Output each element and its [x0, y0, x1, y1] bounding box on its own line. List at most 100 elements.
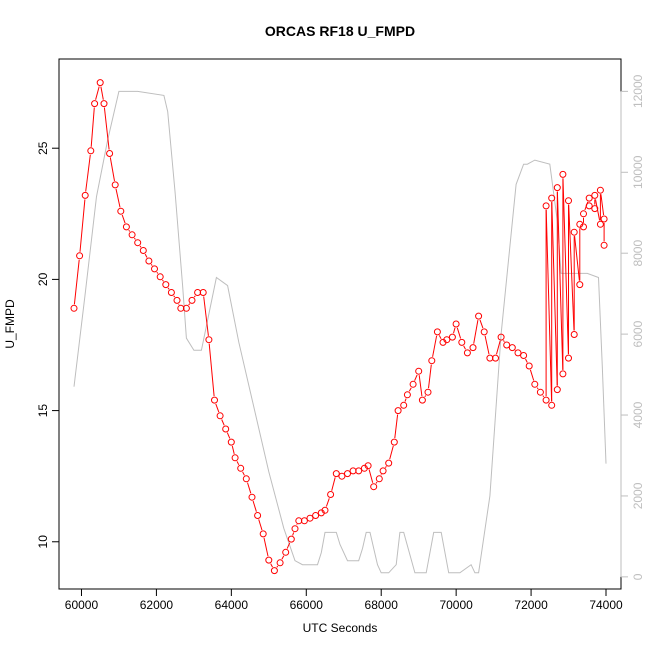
red-data-point [559, 370, 567, 378]
red-data-point [287, 535, 295, 543]
red-data-point [364, 462, 372, 470]
red-series-segment [428, 364, 432, 389]
red-data-point [458, 338, 466, 346]
red-data-point [306, 514, 314, 522]
red-data-point [312, 512, 320, 519]
red-data-point [591, 205, 599, 213]
red-data-point [87, 147, 95, 155]
red-data-point [205, 336, 213, 344]
red-data-point [525, 362, 533, 370]
y2-tick-label: 2000 [631, 482, 645, 509]
red-series-segment [292, 532, 295, 536]
red-series-segment [236, 461, 240, 466]
red-data-point [338, 472, 346, 480]
red-data-point [321, 506, 329, 514]
red-series-segment [188, 303, 191, 306]
red-series-segment [562, 178, 569, 355]
red-data-point [188, 296, 196, 304]
red-series-segment [85, 154, 91, 192]
red-series-segment [252, 500, 257, 512]
red-data-point [355, 467, 363, 475]
red-data-point [580, 223, 587, 231]
red-data-point [162, 281, 170, 289]
red-series-segment [496, 340, 501, 355]
red-data-point [211, 396, 218, 404]
red-data-point [259, 530, 267, 538]
red-series-segment [128, 229, 131, 232]
red-series-segment [525, 358, 528, 363]
red-series-segment [503, 340, 505, 343]
red-series-segment [281, 555, 285, 560]
red-data-point [514, 349, 522, 357]
y-tick-label: 10 [36, 535, 50, 549]
red-series-segment [226, 432, 231, 439]
red-data-point [553, 184, 561, 192]
red-data-point [128, 231, 136, 239]
red-data-point [424, 388, 432, 396]
red-data-point [81, 191, 89, 199]
red-data-point [463, 349, 471, 357]
red-data-point [227, 438, 235, 446]
red-data-point [237, 464, 245, 472]
red-series-segment [103, 107, 110, 150]
red-series-segment [551, 202, 558, 386]
red-data-point [492, 354, 499, 362]
red-data-point [565, 197, 572, 205]
red-data-point [570, 228, 578, 236]
red-series-segment [79, 199, 86, 252]
red-data-point [497, 333, 505, 341]
red-data-point [134, 239, 142, 247]
red-series-segment [167, 287, 170, 290]
red-series-layer [70, 79, 608, 575]
red-data-point [151, 265, 158, 273]
red-data-point [415, 367, 423, 375]
red-series-segment [384, 466, 387, 468]
red-data-point [111, 181, 119, 189]
red-data-point [222, 425, 230, 433]
red-data-point [270, 567, 278, 575]
red-data-point [254, 512, 262, 519]
red-series-segment [162, 279, 164, 282]
gray-series-line [73, 90, 607, 574]
red-series-segment [484, 335, 490, 355]
red-series-segment [215, 403, 220, 413]
y-tick-label: 15 [36, 404, 50, 418]
red-data-point [418, 396, 426, 404]
x-axis-label: UTC Seconds [303, 621, 378, 635]
red-data-point [542, 396, 550, 404]
red-data-point [580, 210, 587, 218]
red-series-segment [133, 237, 136, 240]
red-data-point [600, 241, 608, 249]
red-series-segment [242, 471, 245, 476]
red-data-point [503, 341, 511, 349]
red-series-segment [247, 482, 252, 494]
red-series-segment [414, 374, 418, 381]
red-data-point [385, 459, 393, 467]
red-data-point [591, 191, 599, 199]
red-data-point [400, 401, 408, 409]
red-series-segment [109, 157, 115, 182]
red-series-segment [536, 387, 539, 390]
red-data-point [585, 202, 593, 210]
red-series-segment [258, 519, 263, 531]
red-data-point [344, 470, 351, 478]
red-series-segment [529, 369, 535, 381]
y-axis-right: 0 2000 4000 6000 8000 10000 12000 [620, 74, 645, 580]
x-tick-label: 72000 [514, 598, 548, 612]
y-tick-label: 20 [36, 272, 50, 286]
y2-tick-label: 0 [631, 573, 645, 580]
red-data-point [394, 407, 402, 415]
red-series-segment [156, 271, 159, 274]
gray-series-layer [73, 90, 607, 574]
red-data-point [403, 391, 411, 399]
red-data-point [585, 194, 593, 202]
x-tick-label: 64000 [215, 598, 249, 612]
red-series-segment [203, 296, 209, 336]
red-data-point [265, 556, 273, 564]
red-data-point [596, 186, 604, 194]
red-series-segment [121, 214, 126, 224]
red-data-point [216, 412, 224, 420]
red-data-point [469, 344, 477, 352]
y2-tick-label: 12000 [631, 74, 645, 108]
